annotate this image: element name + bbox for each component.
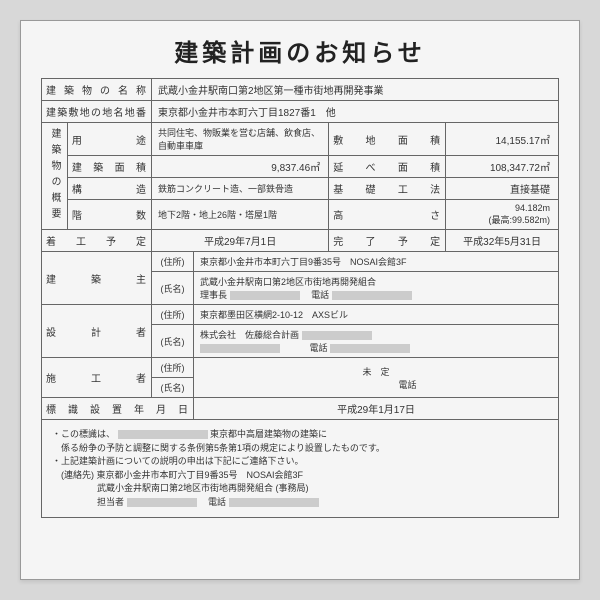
label-owner: 建 築 主: [42, 252, 152, 305]
redacted-note-1: [118, 430, 208, 439]
val-owner-addr: 東京都小金井市本町六丁目9番35号 NOSAI会館3F: [194, 252, 559, 272]
redacted-designer-phone: [330, 344, 410, 353]
redacted-designer-name: [200, 344, 280, 353]
label-sign-date: 標 識 設 置 年 月 日: [42, 398, 194, 420]
contractor-status: 未 定: [363, 367, 390, 377]
construction-notice-sign: 建築計画のお知らせ 建築物の名称 武蔵小金井駅南口第2地区第一種市街地再開発事業…: [20, 20, 580, 580]
label-structure: 構 造: [67, 178, 151, 200]
val-foundation: 直接基礎: [446, 178, 559, 200]
height-main: 94.182m: [515, 203, 550, 213]
label-site-area: 敷 地 面 積: [329, 123, 446, 156]
label-building-name: 建築物の名称: [42, 79, 152, 101]
label-contractor-name: (氏名): [152, 378, 194, 398]
label-designer: 設 計 者: [42, 305, 152, 358]
val-bldg-area: 9,837.46㎡: [152, 156, 329, 178]
label-use: 用 途: [67, 123, 151, 156]
sign-title: 建築計画のお知らせ: [41, 33, 559, 68]
label-floors: 階 数: [67, 200, 151, 230]
note-line-1: ・この標識は、 東京都中高層建築物の建築に: [52, 428, 548, 442]
label-summary-vertical: 建築物の概要: [42, 123, 68, 230]
val-designer-addr: 東京都墨田区横網2-10-12 AXSビル: [194, 305, 559, 325]
label-height: 高 さ: [329, 200, 446, 230]
info-table: 建築物の名称 武蔵小金井駅南口第2地区第一種市街地再開発事業 建築敷地の地名地番…: [41, 78, 559, 420]
note-6b: 電話: [208, 497, 226, 507]
label-start: 着 工 予 定: [42, 230, 152, 252]
label-floor-area: 延 べ 面 積: [329, 156, 446, 178]
owner-phone-label: 電話: [311, 290, 329, 300]
val-designer-name: 株式会社 佐藤総合計画 電話: [194, 325, 559, 358]
label-designer-addr: (住所): [152, 305, 194, 325]
height-note: (最高:99.582m): [488, 215, 550, 225]
val-site-area: 14,155.17㎡: [446, 123, 559, 156]
label-owner-name: (氏名): [152, 272, 194, 305]
contractor-phone-label: 電話: [399, 380, 417, 390]
val-height: 94.182m (最高:99.582m): [446, 200, 559, 230]
redacted-contact-phone: [229, 498, 319, 507]
val-owner-name: 武蔵小金井駅南口第2地区市街地再開発組合 理事長 電話: [194, 272, 559, 305]
label-bldg-area: 建 築 面 積: [67, 156, 151, 178]
redacted-owner-name: [230, 291, 300, 300]
val-sign-date: 平成29年1月17日: [194, 398, 559, 420]
label-designer-name: (氏名): [152, 325, 194, 358]
label-contractor-addr: (住所): [152, 358, 194, 378]
val-complete: 平成32年5月31日: [446, 230, 559, 252]
val-floors: 地下2階・地上26階・塔屋1階: [152, 200, 329, 230]
val-use: 共同住宅、物販業を営む店舗、飲食店、自動車車庫: [152, 123, 329, 156]
designer-phone-label: 電話: [310, 343, 328, 353]
redacted-owner-phone: [332, 291, 412, 300]
val-floor-area: 108,347.72㎡: [446, 156, 559, 178]
label-foundation: 基 礎 工 法: [329, 178, 446, 200]
label-owner-addr: (住所): [152, 252, 194, 272]
val-site-address: 東京都小金井市本町六丁目1827番1 他: [152, 101, 559, 123]
owner-title: 理事長: [200, 290, 227, 300]
note-1a: ・この標識は、: [52, 429, 115, 439]
designer-org: 株式会社 佐藤総合計画: [200, 330, 299, 340]
note-line-2: 係る紛争の予防と調整に関する条例第5条第1項の規定により設置したものです。: [52, 442, 548, 456]
notes-block: ・この標識は、 東京都中高層建築物の建築に 係る紛争の予防と調整に関する条例第5…: [41, 420, 559, 518]
note-line-4: (連絡先) 東京都小金井市本町六丁目9番35号 NOSAI会館3F: [52, 469, 548, 483]
redacted-designer: [302, 331, 372, 340]
label-contractor: 施 工 者: [42, 358, 152, 398]
note-6a: 担当者: [52, 497, 124, 507]
val-start: 平成29年7月1日: [152, 230, 329, 252]
val-structure: 鉄筋コンクリート造、一部鉄骨造: [152, 178, 329, 200]
val-contractor: 未 定 電話: [194, 358, 559, 398]
owner-org: 武蔵小金井駅南口第2地区市街地再開発組合: [200, 277, 376, 287]
label-complete: 完 了 予 定: [329, 230, 446, 252]
note-line-5: 武蔵小金井駅南口第2地区市街地再開発組合 (事務局): [52, 482, 548, 496]
val-building-name: 武蔵小金井駅南口第2地区第一種市街地再開発事業: [152, 79, 559, 101]
note-line-3: ・上記建築計画についての説明の申出は下記にご連絡下さい。: [52, 455, 548, 469]
note-1b: 東京都中高層建築物の建築に: [210, 429, 327, 439]
redacted-contact-name: [127, 498, 197, 507]
note-line-6: 担当者 電話: [52, 496, 548, 510]
label-site-address: 建築敷地の地名地番: [42, 101, 152, 123]
